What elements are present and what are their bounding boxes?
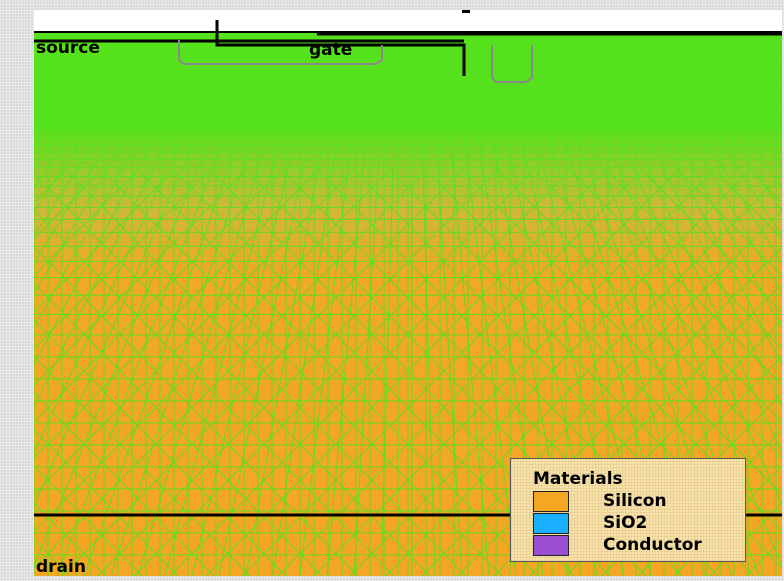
legend-label-silicon: Silicon (603, 491, 667, 511)
gate-label: gate (309, 40, 352, 60)
materials-legend: Materials Silicon SiO2 Conductor (510, 458, 746, 562)
top-white-strip (34, 10, 782, 32)
oxide-outline-right (491, 45, 533, 83)
legend-item-sio2: SiO2 (533, 513, 743, 535)
legend-label-conductor: Conductor (603, 535, 702, 555)
source-label: source (36, 38, 100, 58)
silicon-swatch (533, 491, 569, 512)
legend-item-conductor: Conductor (533, 535, 743, 557)
gate-contact-outline (215, 20, 466, 76)
sio2-swatch (533, 513, 569, 534)
legend-item-silicon: Silicon (533, 491, 743, 513)
drain-label: drain (36, 557, 86, 576)
top-marker (462, 10, 470, 13)
oxide-outline (178, 40, 383, 65)
conductor-swatch (533, 535, 569, 556)
legend-label-sio2: SiO2 (603, 513, 648, 533)
legend-title: Materials (533, 469, 623, 489)
